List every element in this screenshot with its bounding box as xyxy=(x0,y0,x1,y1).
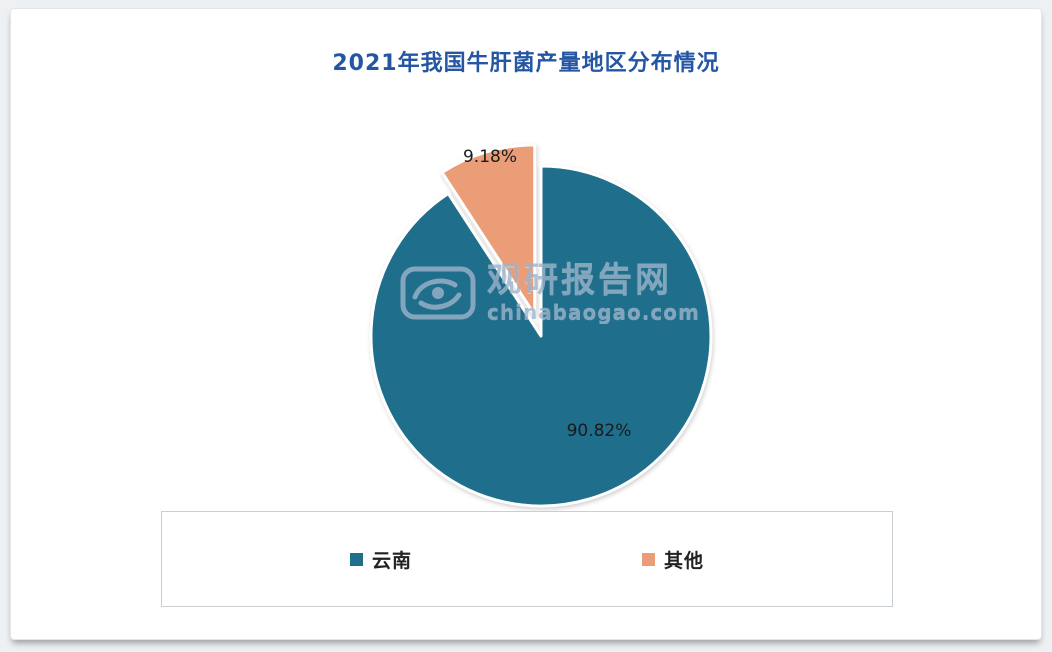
legend-swatch-other xyxy=(642,552,655,566)
legend-label-yunnan: 云南 xyxy=(371,549,412,572)
legend: 云南 其他 xyxy=(161,511,893,607)
pie-slice-0 xyxy=(369,164,713,508)
chart-title: 2021年我国牛肝菌产量地区分布情况 xyxy=(332,51,720,76)
legend-swatch-yunnan xyxy=(349,552,363,566)
legend-item-other: 其他 xyxy=(642,546,704,573)
data-label-other: 9.18% xyxy=(462,147,517,167)
legend-label-other: 其他 xyxy=(664,549,705,572)
pie-slice-1 xyxy=(440,143,537,317)
pie-chart xyxy=(369,143,713,508)
legend-item-yunnan: 云南 xyxy=(349,546,412,573)
data-label-yunnan: 90.82% xyxy=(566,421,632,441)
chart-card: 2021年我国牛肝菌产量地区分布情况 9.18% 90.82% 观研报告网 ch… xyxy=(10,8,1042,640)
pie-chart-area xyxy=(291,111,791,561)
